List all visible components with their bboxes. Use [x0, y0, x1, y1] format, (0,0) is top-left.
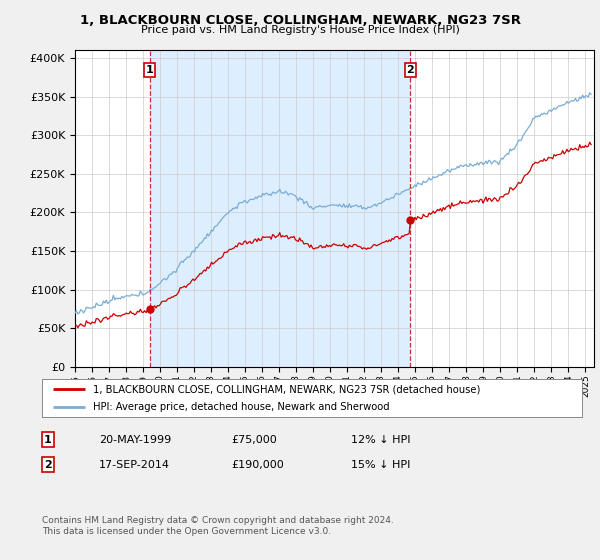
Text: 1, BLACKBOURN CLOSE, COLLINGHAM, NEWARK, NG23 7SR (detached house): 1, BLACKBOURN CLOSE, COLLINGHAM, NEWARK,…: [94, 384, 481, 394]
Text: Price paid vs. HM Land Registry's House Price Index (HPI): Price paid vs. HM Land Registry's House …: [140, 25, 460, 35]
Text: 1: 1: [146, 65, 154, 74]
Text: 12% ↓ HPI: 12% ↓ HPI: [351, 435, 410, 445]
Text: 2: 2: [44, 460, 52, 470]
Text: 1, BLACKBOURN CLOSE, COLLINGHAM, NEWARK, NG23 7SR: 1, BLACKBOURN CLOSE, COLLINGHAM, NEWARK,…: [79, 14, 521, 27]
Text: 1: 1: [44, 435, 52, 445]
Bar: [149, 50, 410, 367]
Text: 17-SEP-2014: 17-SEP-2014: [99, 460, 170, 470]
Text: HPI: Average price, detached house, Newark and Sherwood: HPI: Average price, detached house, Newa…: [94, 402, 390, 412]
Text: 20-MAY-1999: 20-MAY-1999: [99, 435, 171, 445]
Text: 2: 2: [407, 65, 414, 74]
Text: 15% ↓ HPI: 15% ↓ HPI: [351, 460, 410, 470]
Text: £190,000: £190,000: [231, 460, 284, 470]
Text: £75,000: £75,000: [231, 435, 277, 445]
Text: Contains HM Land Registry data © Crown copyright and database right 2024.
This d: Contains HM Land Registry data © Crown c…: [42, 516, 394, 536]
